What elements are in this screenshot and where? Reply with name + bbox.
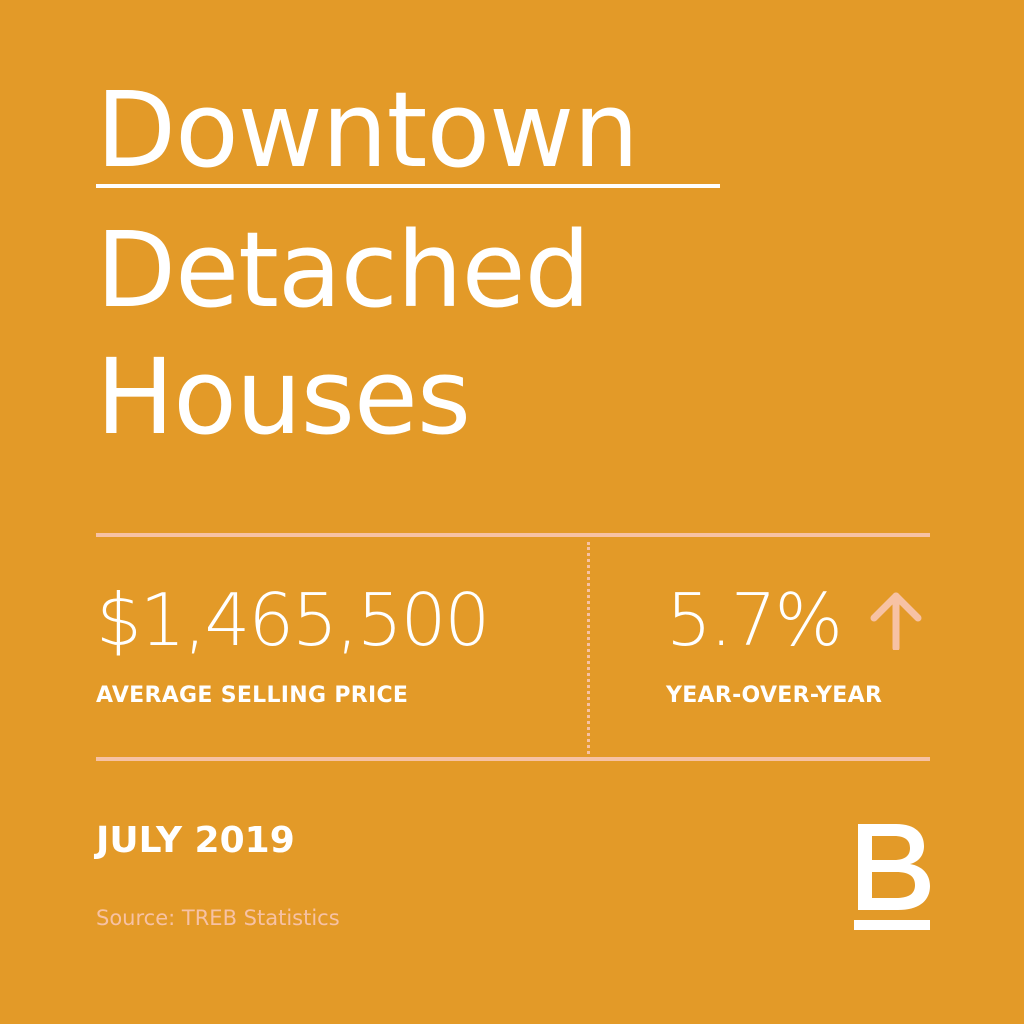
title-line-2: Detached bbox=[96, 209, 591, 331]
brand-b-logo bbox=[854, 824, 930, 930]
average-price-label: AVERAGE SELLING PRICE bbox=[96, 683, 409, 708]
dotted-vertical-divider bbox=[587, 542, 590, 754]
yoy-change-label: YEAR-OVER-YEAR bbox=[666, 683, 883, 708]
title-line-1: Downtown bbox=[96, 69, 639, 191]
yoy-change-value: 5.7% bbox=[666, 578, 843, 662]
top-divider bbox=[96, 533, 930, 537]
average-price-value: $1,465,500 bbox=[96, 578, 490, 662]
report-date: JULY 2019 bbox=[96, 820, 295, 861]
title-underline bbox=[96, 184, 720, 188]
arrow-up-icon bbox=[870, 592, 922, 650]
bottom-divider bbox=[96, 757, 930, 761]
title-line-3: Houses bbox=[96, 336, 471, 458]
source-note: Source: TREB Statistics bbox=[96, 906, 340, 930]
